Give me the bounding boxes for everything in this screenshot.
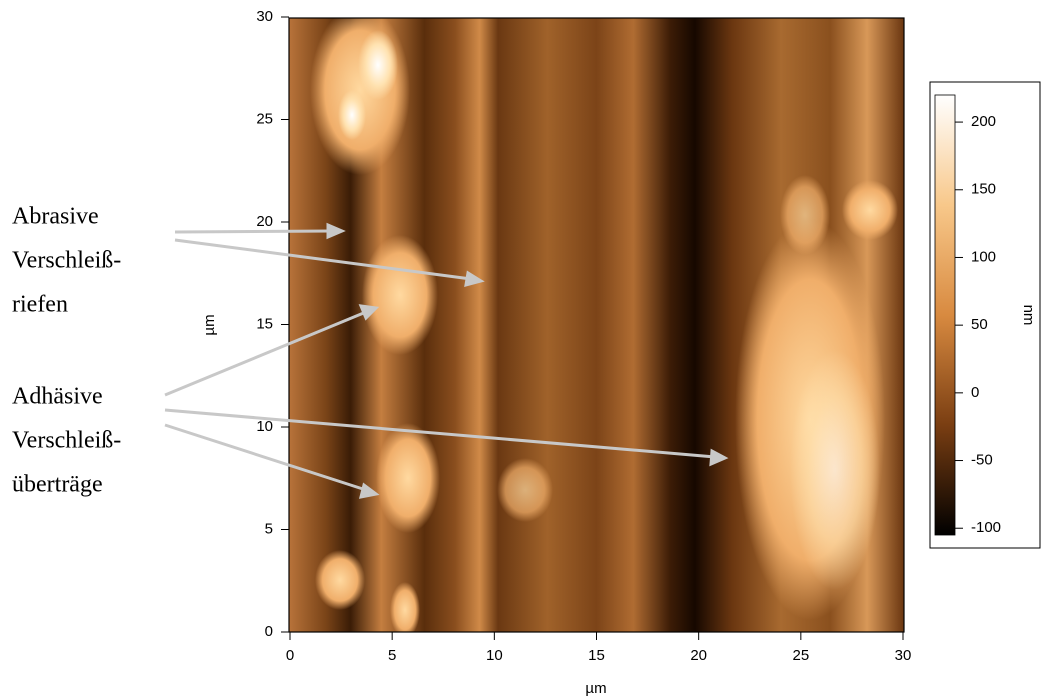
y-tick-label: 10 xyxy=(256,418,273,435)
colorbar xyxy=(934,94,956,536)
x-tick-label: 30 xyxy=(895,647,912,664)
y-tick-label: 20 xyxy=(256,213,273,230)
annotation: Adhäsive xyxy=(12,384,103,410)
y-tick-label: 15 xyxy=(256,315,273,332)
colorbar-tick-label: 0 xyxy=(971,384,979,401)
colorbar-tick-label: -100 xyxy=(971,519,1001,536)
arrows xyxy=(164,222,729,499)
colorbar-tick-label: 150 xyxy=(971,181,996,198)
x-axis-title: µm xyxy=(585,680,606,697)
annotation: Abrasive xyxy=(12,204,99,230)
y-tick-label: 25 xyxy=(256,110,273,127)
x-tick-label: 0 xyxy=(286,647,294,664)
colorbar-tick-label: 200 xyxy=(971,113,996,130)
x-tick-label: 5 xyxy=(388,647,396,664)
y-tick-label: 5 xyxy=(265,520,273,537)
annotation: Verschleiß- xyxy=(12,428,121,454)
annotation: überträge xyxy=(12,472,103,498)
annotation: riefen xyxy=(12,292,68,318)
colorbar-title: nm xyxy=(1020,305,1037,326)
x-tick-label: 20 xyxy=(690,647,707,664)
annotation: Verschleiß- xyxy=(12,248,121,274)
x-tick-label: 25 xyxy=(792,647,809,664)
colorbar-tick-label: 50 xyxy=(971,316,988,333)
colorbar-tick-label: 100 xyxy=(971,248,996,265)
x-tick-label: 15 xyxy=(588,647,605,664)
x-tick-label: 10 xyxy=(486,647,503,664)
y-axis-title: µm xyxy=(201,314,218,335)
y-tick-label: 30 xyxy=(256,8,273,25)
afm-image xyxy=(289,18,904,632)
y-tick-label: 0 xyxy=(265,623,273,640)
colorbar-tick-label: -50 xyxy=(971,452,993,469)
